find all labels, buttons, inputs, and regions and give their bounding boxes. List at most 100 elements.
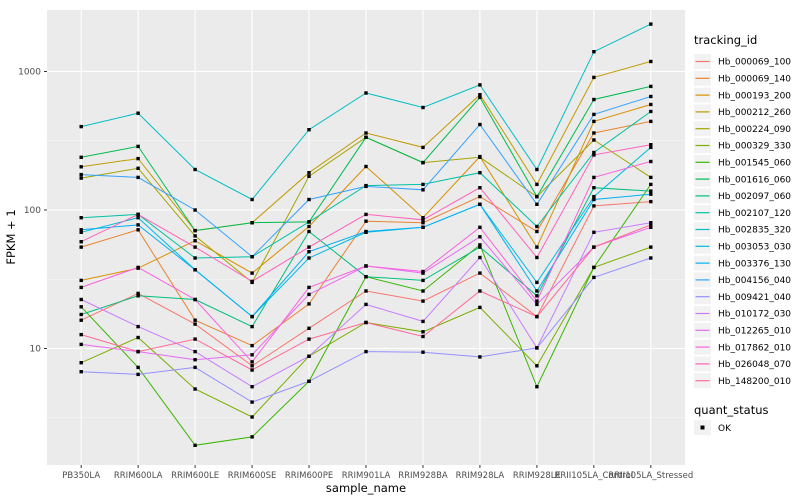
data-point [364, 320, 368, 325]
data-point [649, 109, 653, 114]
legend-item: Hb_003053_030 [694, 238, 791, 254]
data-point [136, 349, 140, 354]
data-point [592, 138, 596, 142]
quant-legend-label: OK [718, 424, 732, 434]
data-point [79, 216, 83, 220]
data-point [193, 349, 197, 354]
data-point [649, 145, 653, 150]
data-point [193, 268, 197, 272]
quant-legend-title: quant_status [694, 403, 769, 417]
data-point [193, 228, 197, 233]
data-point [136, 216, 140, 220]
data-point [193, 297, 197, 302]
data-point [478, 245, 482, 249]
data-point [193, 365, 197, 370]
data-point [364, 289, 368, 293]
data-point [250, 255, 254, 259]
data-point [592, 204, 596, 208]
legend-label: Hb_001616_060 [718, 175, 791, 185]
data-point [421, 188, 425, 192]
data-point [79, 278, 83, 283]
data-point [649, 189, 653, 193]
data-point [79, 370, 83, 374]
legend-item: Hb_002097_060 [694, 188, 791, 204]
legend-label: Hb_017862_010 [718, 343, 791, 353]
data-point [421, 225, 425, 229]
data-point [478, 355, 482, 359]
data-point [421, 319, 425, 324]
data-point [649, 102, 653, 107]
x-tick-label: RRIM600SE [228, 471, 277, 481]
data-point [193, 239, 197, 243]
data-point [535, 255, 539, 260]
data-point [307, 250, 311, 254]
data-point [307, 292, 311, 297]
data-point [79, 342, 83, 347]
data-point [136, 365, 140, 370]
data-point [79, 124, 83, 129]
data-point [364, 219, 368, 223]
data-point [421, 216, 425, 220]
data-point [421, 221, 425, 225]
legend-label: Hb_000069_140 [718, 75, 791, 85]
data-point [307, 245, 311, 249]
data-point [364, 302, 368, 307]
data-point [421, 330, 425, 334]
ok-point-marker [700, 425, 705, 430]
data-point [421, 350, 425, 354]
data-point [535, 245, 539, 249]
data-point [193, 245, 197, 249]
data-point [649, 221, 653, 225]
data-point [250, 364, 254, 368]
data-point [193, 256, 197, 260]
legend-item: Hb_001616_060 [694, 171, 791, 187]
data-point [307, 354, 311, 358]
data-point [592, 150, 596, 155]
data-point [307, 220, 311, 224]
data-point [592, 50, 596, 54]
legend-title: tracking_id [694, 33, 757, 47]
data-point [421, 289, 425, 293]
data-point [478, 83, 482, 87]
data-point [193, 387, 197, 391]
legend-item: Hb_000069_100 [694, 54, 791, 69]
quant-legend-item: OK [694, 420, 732, 435]
data-point [307, 197, 311, 202]
x-tick-label: PB350LA [62, 471, 100, 481]
data-point [592, 97, 596, 102]
data-point [592, 197, 596, 202]
data-point [649, 225, 653, 229]
data-point [535, 229, 539, 234]
data-point [592, 119, 596, 124]
data-point [649, 94, 653, 99]
data-point [535, 364, 539, 368]
data-point [136, 335, 140, 340]
data-point [478, 93, 482, 97]
legend-items: Hb_000069_100 Hb_000069_140 Hb_000193_200 H… [694, 54, 791, 389]
data-point [79, 305, 83, 309]
data-point [307, 128, 311, 132]
legend-label: Hb_010172_030 [718, 310, 791, 320]
data-point [136, 372, 140, 377]
x-tick-label: RRIM928LE [513, 471, 561, 481]
data-point [250, 435, 254, 439]
data-point [79, 312, 83, 317]
data-point [649, 256, 653, 260]
data-point [535, 294, 539, 298]
data-point [193, 322, 197, 326]
data-point [592, 194, 596, 199]
data-point [478, 171, 482, 175]
data-point [79, 165, 83, 169]
data-point [535, 202, 539, 206]
legend-label: Hb_000193_200 [718, 91, 791, 101]
data-point [592, 175, 596, 180]
y-tick-label: 1000 [18, 68, 41, 78]
data-point [649, 199, 653, 204]
data-point [535, 182, 539, 187]
data-point [478, 225, 482, 229]
data-point [592, 265, 596, 270]
data-point [136, 324, 140, 329]
data-point [79, 240, 83, 244]
data-point [250, 324, 254, 329]
legend-item: Hb_004156_040 [694, 272, 791, 288]
